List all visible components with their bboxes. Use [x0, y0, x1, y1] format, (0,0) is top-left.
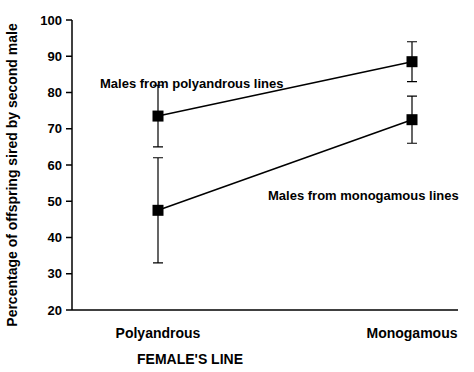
x-tick-label: Monogamous [367, 325, 458, 341]
error-bar [153, 158, 163, 263]
y-tick-label: 60 [48, 158, 62, 173]
chart: 20 30 40 50 60 70 80 90 100 Polyandrous Monogamous… [0, 0, 474, 372]
error-bar [153, 85, 163, 147]
plot-area [153, 42, 418, 263]
y-tick-label: 100 [40, 13, 62, 28]
x-tick-label: Polyandrous [116, 325, 201, 341]
y-tick-label: 50 [48, 194, 62, 209]
x-axis [72, 309, 458, 311]
error-bar [407, 96, 417, 143]
series-label: Males from polyandrous lines [100, 76, 284, 91]
y-tick [66, 201, 72, 203]
y-tick-label: 80 [48, 85, 62, 100]
marker [153, 111, 164, 122]
y-tick [66, 92, 72, 94]
y-tick-label: 20 [48, 303, 62, 318]
y-tick [66, 128, 72, 130]
y-tick [66, 164, 72, 166]
y-tick-label: 90 [48, 49, 62, 64]
y-tick [66, 56, 72, 58]
y-axis-title: Percentage of offspring sired by second … [4, 23, 20, 327]
y-tick-label: 30 [48, 266, 62, 281]
y-tick-label: 70 [48, 121, 62, 136]
y-tick [66, 19, 72, 21]
x-axis-title: FEMALE'S LINE [137, 351, 243, 367]
y-tick [66, 273, 72, 275]
marker [407, 56, 418, 67]
y-tick [66, 237, 72, 239]
series-label: Males from monogamous lines [268, 188, 459, 203]
marker [407, 114, 418, 125]
marker [153, 205, 164, 216]
error-bar [407, 42, 417, 82]
y-tick-label: 40 [48, 230, 62, 245]
y-tick [66, 309, 72, 311]
